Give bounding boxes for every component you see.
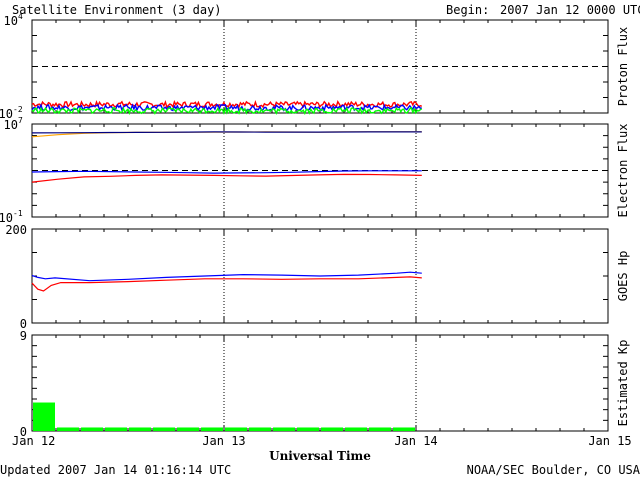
series-line-red xyxy=(31,173,422,183)
series-line-green xyxy=(31,106,423,116)
kp-bar xyxy=(153,427,175,431)
y-tick-label: 0 xyxy=(20,425,27,439)
panel-ylabel: Estimated Kp xyxy=(616,340,630,427)
y-tick-label: 10 xyxy=(4,118,18,132)
panel-3: 9 0 Estimated Kp xyxy=(20,329,630,439)
y-tick-exponent: 7 xyxy=(18,116,23,125)
kp-bar xyxy=(393,427,415,431)
panel-1: 10 710 -1 Electron Flux xyxy=(0,116,630,225)
panel-frame xyxy=(31,19,609,114)
updated-timestamp: Updated 2007 Jan 14 01:16:14 UTC xyxy=(0,463,231,477)
x-tick-label: Jan 13 xyxy=(202,434,245,448)
panel-frame xyxy=(31,334,609,432)
kp-bar xyxy=(129,427,151,431)
begin-label: Begin: xyxy=(446,3,489,17)
x-tick-label: Jan 15 xyxy=(588,434,631,448)
kp-bar xyxy=(105,427,127,431)
y-tick-label: 10 xyxy=(4,14,18,28)
series-line-navy xyxy=(31,131,422,134)
credit-text: NOAA/SEC Boulder, CO USA xyxy=(467,463,640,477)
y-tick-label: 10 xyxy=(0,107,13,121)
kp-bar xyxy=(201,427,223,431)
y-tick-exponent: -2 xyxy=(13,105,23,114)
series-line-blue xyxy=(31,170,422,174)
kp-bar xyxy=(81,427,103,431)
y-tick-label: 10 xyxy=(0,211,13,225)
series-line-blue xyxy=(31,271,422,282)
kp-bar xyxy=(33,402,55,431)
y-tick-label: 9 xyxy=(20,329,27,343)
kp-bar xyxy=(345,427,367,431)
kp-bar xyxy=(297,427,319,431)
x-tick-label: Jan 12 xyxy=(12,434,55,448)
x-axis-tick-labels: Jan 12 Jan 13 Jan 14 Jan 15 xyxy=(12,434,632,448)
kp-bar xyxy=(177,427,199,431)
kp-bar xyxy=(321,427,343,431)
panel-frame xyxy=(31,123,609,218)
series-line-blue xyxy=(31,103,422,113)
kp-bar xyxy=(225,427,247,431)
y-tick-label: 0 xyxy=(20,317,27,331)
chart-title: Satellite Environment (3 day) xyxy=(12,3,222,17)
panel-ylabel: GOES Hp xyxy=(616,251,630,302)
series-line-red xyxy=(31,99,422,109)
begin-value: 2007 Jan 12 0000 UTC xyxy=(500,3,640,17)
x-axis-label: Universal Time xyxy=(269,449,371,463)
y-tick-exponent: -1 xyxy=(13,209,23,218)
panel-2: 200 0 GOES Hp xyxy=(5,223,630,331)
panel-ylabel: Proton Flux xyxy=(616,27,630,106)
panel-ylabel: Electron Flux xyxy=(616,124,630,218)
kp-bar xyxy=(273,427,295,431)
x-tick-label: Jan 14 xyxy=(394,434,437,448)
kp-bar xyxy=(369,427,391,431)
kp-bar xyxy=(57,427,79,431)
y-tick-label: 200 xyxy=(5,223,27,237)
kp-bar xyxy=(249,427,271,431)
series-line-red xyxy=(31,276,422,292)
y-tick-exponent: 4 xyxy=(18,12,23,21)
